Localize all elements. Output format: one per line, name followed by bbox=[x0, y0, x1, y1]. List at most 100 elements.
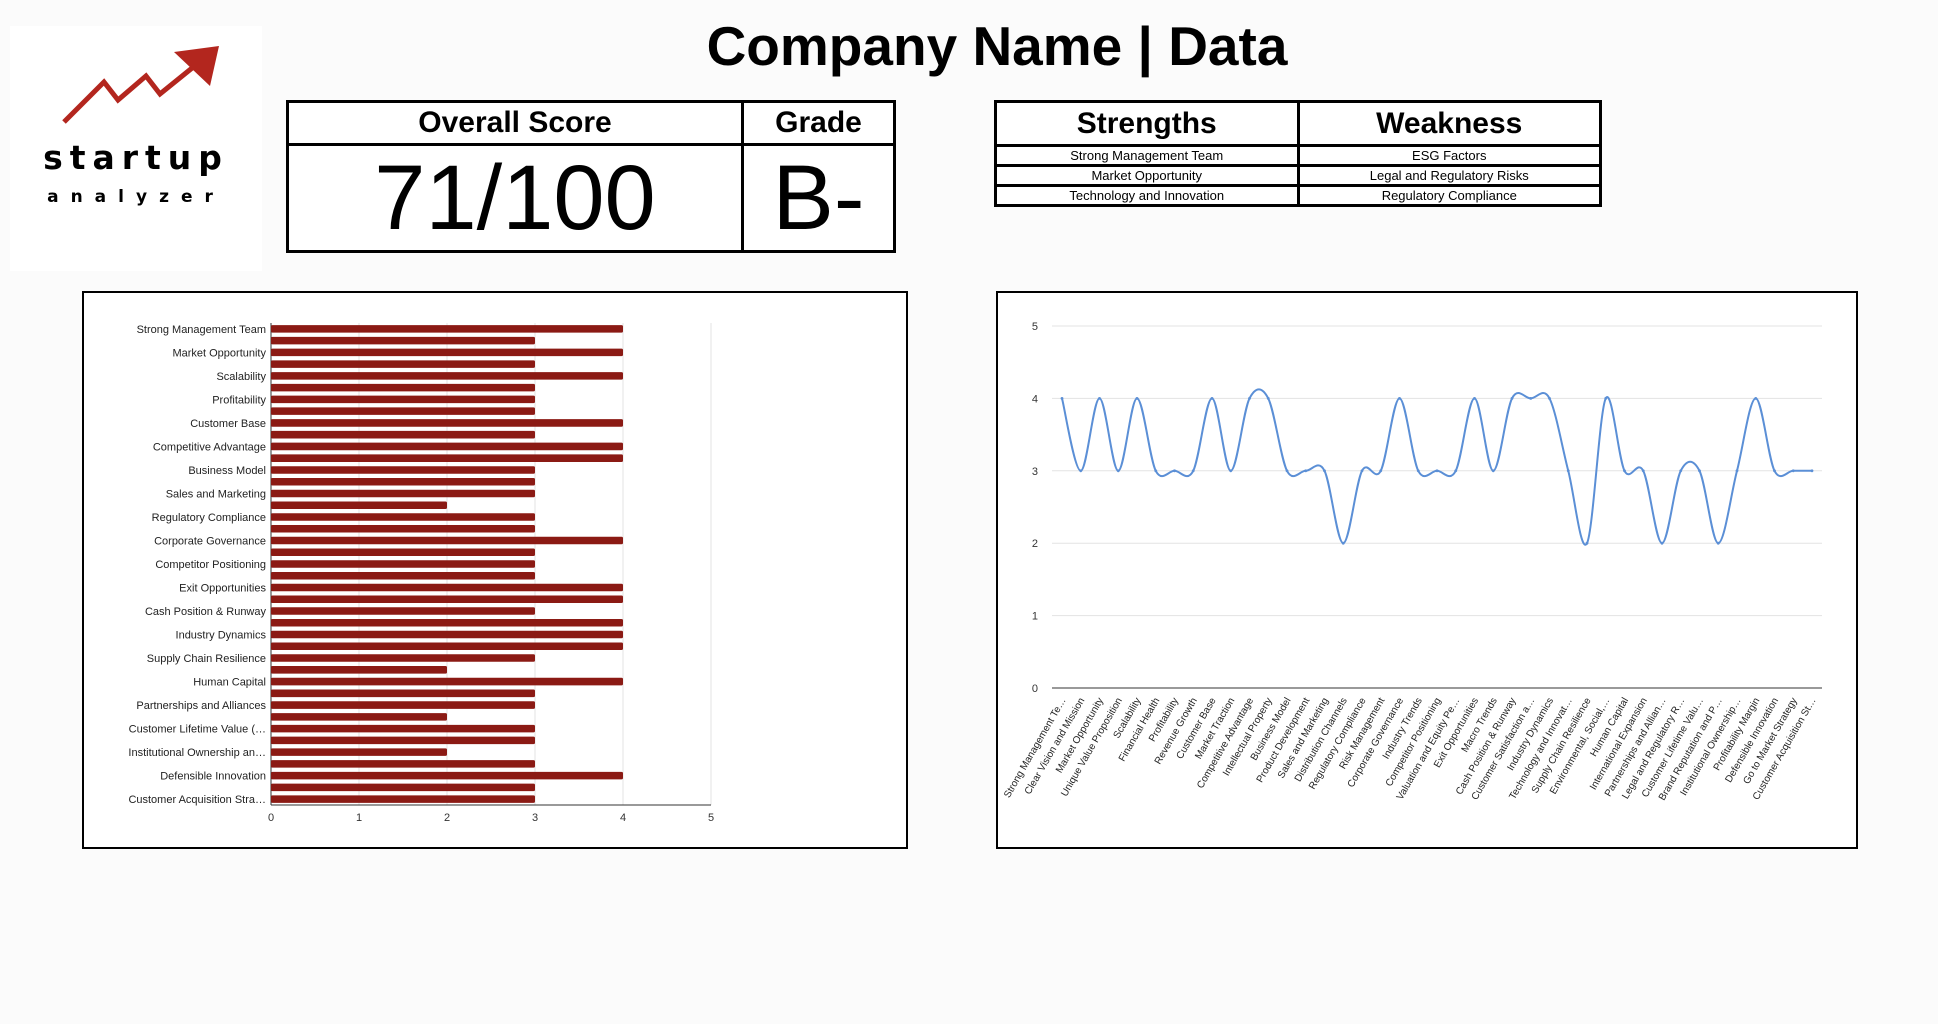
data-point bbox=[1060, 397, 1064, 400]
category-label: Institutional Ownership an… bbox=[128, 747, 266, 759]
bar bbox=[271, 513, 535, 521]
bar bbox=[271, 466, 535, 474]
data-point bbox=[1154, 469, 1158, 473]
bar bbox=[271, 407, 535, 415]
bar bbox=[271, 795, 535, 803]
bar bbox=[271, 654, 535, 662]
data-point bbox=[1529, 397, 1533, 400]
tick-label: 2 bbox=[444, 812, 450, 824]
tick-label: 3 bbox=[532, 812, 538, 824]
data-point bbox=[1116, 469, 1120, 473]
data-point bbox=[1604, 397, 1608, 400]
bar bbox=[271, 724, 535, 733]
category-label: Cash Position & Runway bbox=[145, 606, 267, 618]
category-label: Strong Management Team bbox=[137, 324, 266, 336]
bar bbox=[271, 689, 535, 698]
data-point bbox=[1810, 469, 1814, 473]
page-title: Company Name | Data bbox=[706, 15, 1288, 77]
bar bbox=[271, 760, 535, 768]
bar bbox=[271, 560, 535, 568]
category-label: Competitive Advantage bbox=[153, 441, 266, 453]
grade-label: Grade bbox=[741, 100, 896, 146]
bar bbox=[271, 501, 447, 509]
bar bbox=[271, 430, 535, 439]
bar bbox=[271, 325, 623, 333]
bar bbox=[271, 454, 623, 462]
bar bbox=[271, 748, 447, 756]
data-point bbox=[1098, 397, 1101, 400]
data-point bbox=[1754, 397, 1758, 400]
data-point bbox=[1491, 469, 1495, 473]
data-point bbox=[1773, 469, 1776, 473]
strength-item: Strong Management Team bbox=[994, 144, 1300, 167]
data-point bbox=[1566, 469, 1570, 473]
bar bbox=[271, 571, 535, 580]
data-point bbox=[1454, 469, 1458, 473]
bar bbox=[271, 583, 623, 592]
bar bbox=[271, 713, 447, 721]
data-point bbox=[1791, 469, 1795, 473]
bar bbox=[271, 548, 535, 557]
data-point bbox=[1548, 397, 1551, 400]
bar bbox=[271, 536, 623, 545]
bar bbox=[271, 666, 447, 674]
data-point bbox=[1398, 397, 1401, 400]
grade-value: B- bbox=[741, 143, 896, 253]
data-point bbox=[1379, 469, 1383, 473]
tick-label: 0 bbox=[268, 812, 274, 824]
bar bbox=[271, 783, 535, 792]
logo-word: startup bbox=[43, 138, 229, 177]
tick-label: 2 bbox=[1032, 538, 1038, 550]
bar bbox=[271, 419, 623, 427]
startup-analyzer-logo: startup analyzer bbox=[10, 26, 262, 271]
category-label: Industry Dynamics bbox=[176, 630, 267, 642]
strength-item: Technology and Innovation bbox=[994, 184, 1300, 207]
bar bbox=[271, 489, 535, 498]
bar bbox=[271, 395, 535, 404]
tick-label: 4 bbox=[620, 812, 626, 824]
data-point bbox=[1135, 397, 1139, 400]
bar bbox=[271, 524, 535, 533]
bar-chart-panel: 0 1 2 3 4 5 Strong Management Team Market Oppor… bbox=[82, 291, 908, 849]
weakness-item: Regulatory Compliance bbox=[1296, 184, 1602, 207]
category-label: Customer Acquisition Stra… bbox=[128, 794, 266, 806]
tick-label: 1 bbox=[1032, 611, 1038, 623]
bar bbox=[271, 477, 535, 486]
category-label: Partnerships and Alliances bbox=[136, 700, 266, 712]
data-point bbox=[1285, 469, 1289, 473]
bar bbox=[271, 630, 623, 639]
data-point bbox=[1079, 469, 1083, 473]
bar bbox=[271, 595, 623, 604]
data-point bbox=[1660, 541, 1664, 545]
bar bbox=[271, 642, 623, 651]
category-label: Business Model bbox=[188, 465, 266, 477]
data-point bbox=[1698, 469, 1701, 473]
tick-label: 1 bbox=[356, 812, 362, 824]
category-label: Supply Chain Resilience bbox=[147, 653, 266, 665]
bar bbox=[271, 771, 623, 780]
tick-label: 5 bbox=[708, 812, 714, 824]
bar bbox=[271, 442, 623, 451]
category-label: Human Capital bbox=[193, 677, 266, 689]
line-chart-panel: 0 1 2 3 4 5 Strong Management Te… Clear Vision … bbox=[996, 291, 1858, 849]
tick-label: 0 bbox=[1032, 683, 1038, 695]
bar bbox=[271, 383, 535, 392]
category-label: Customer Lifetime Value (… bbox=[129, 724, 266, 736]
data-point bbox=[1641, 469, 1645, 473]
category-label: Corporate Governance bbox=[154, 535, 266, 547]
data-point bbox=[1304, 469, 1308, 473]
category-label: Scalability bbox=[216, 371, 266, 383]
bar bbox=[271, 701, 535, 709]
bar bbox=[271, 619, 623, 627]
weakness-item: ESG Factors bbox=[1296, 144, 1602, 167]
data-point bbox=[1248, 397, 1251, 400]
category-label: Competitor Positioning bbox=[155, 559, 266, 571]
category-label: Defensible Innovation bbox=[160, 771, 266, 783]
data-point bbox=[1266, 397, 1270, 400]
category-label: Customer Base bbox=[190, 418, 266, 430]
strength-item: Market Opportunity bbox=[994, 164, 1300, 187]
tick-label: 3 bbox=[1032, 466, 1038, 478]
logo-subword: analyzer bbox=[47, 187, 225, 207]
tick-label: 4 bbox=[1032, 393, 1038, 405]
strengths-weakness-table: Strengths Weakness Strong Management Tea… bbox=[994, 100, 1602, 207]
